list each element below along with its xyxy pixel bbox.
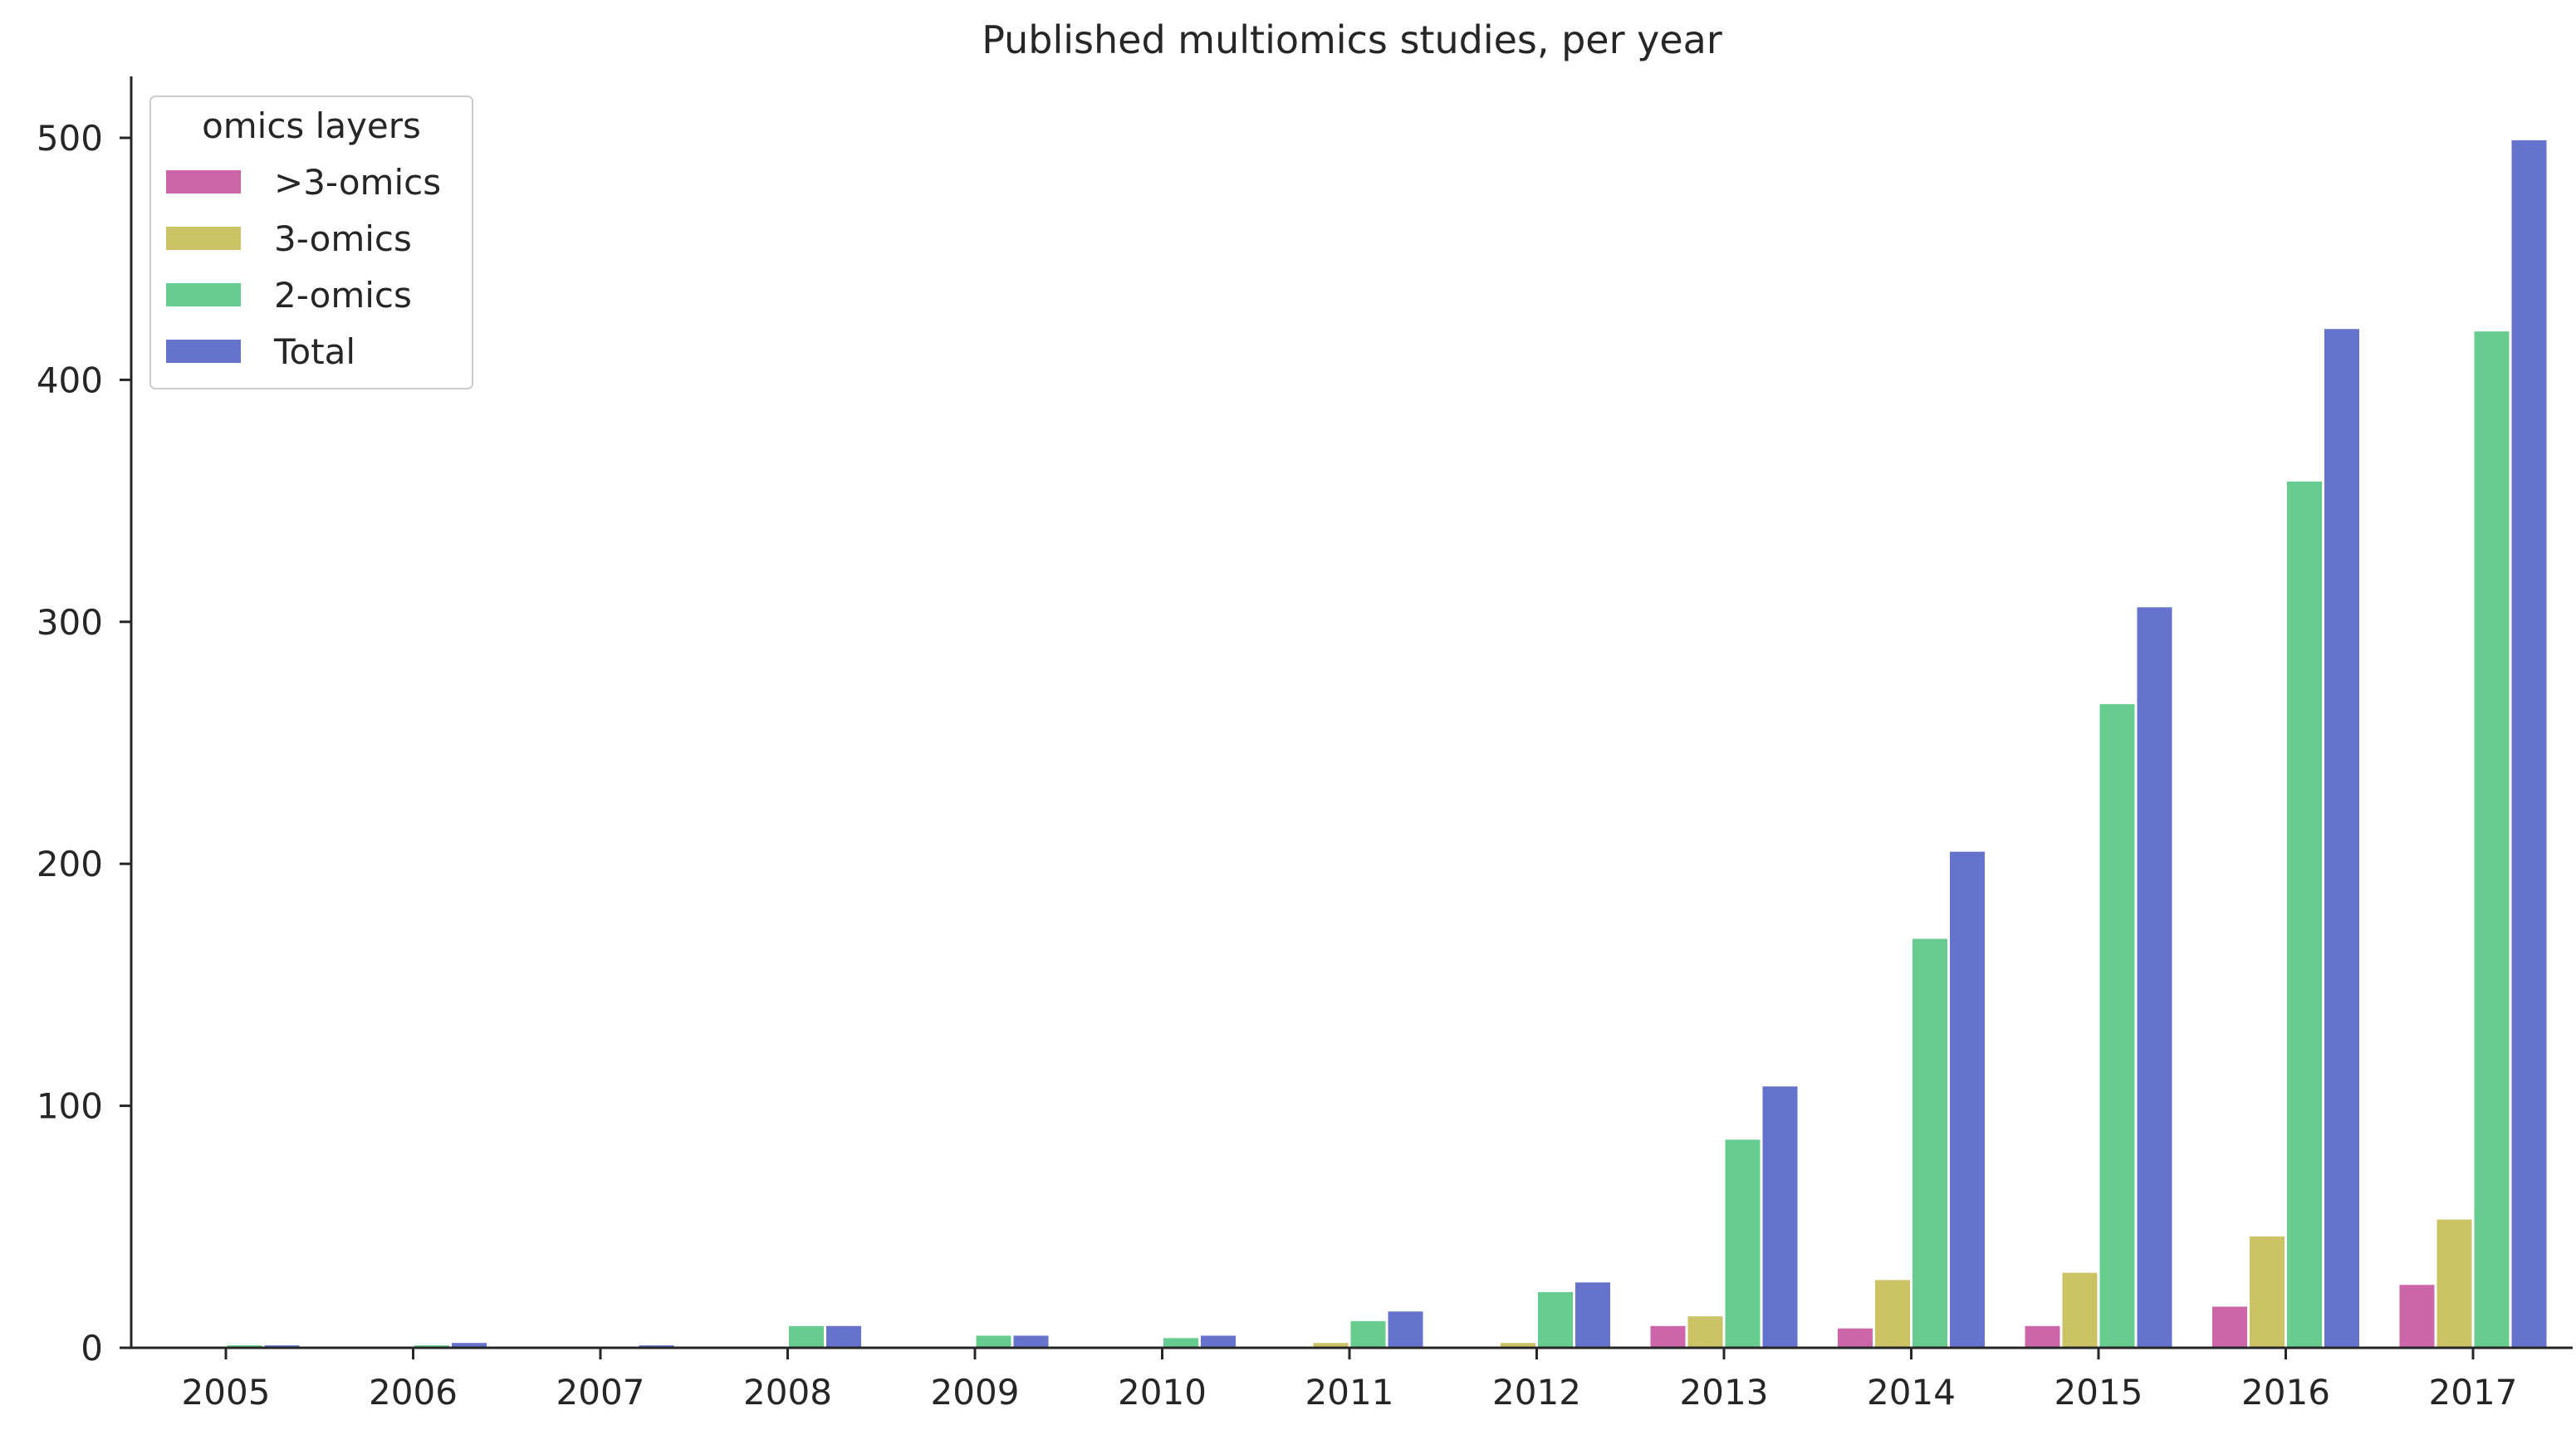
- x-tick-label: 2016: [2241, 1372, 2330, 1413]
- legend: omics layers >3-omics 3-omics 2-omics Total: [149, 95, 473, 389]
- bar-total-2011: [1388, 1311, 1423, 1348]
- legend-label: 3-omics: [274, 218, 412, 259]
- x-tick-label: 2013: [1680, 1372, 1769, 1413]
- bar-3omics-2011: [1313, 1343, 1349, 1348]
- x-tick-label: 2012: [1492, 1372, 1581, 1413]
- bar-total-2013: [1762, 1086, 1798, 1348]
- bar-2omics-2013: [1725, 1139, 1761, 1348]
- bar-total-2008: [826, 1325, 861, 1348]
- bar-total-2010: [1201, 1335, 1236, 1348]
- legend-label: 2-omics: [274, 275, 412, 316]
- y-tick-label: 300: [37, 602, 103, 643]
- legend-title: omics layers: [202, 105, 421, 146]
- y-axis-ticks: 0 100 200 300 400 500: [37, 118, 131, 1369]
- bar-3omics-2013: [1687, 1316, 1723, 1348]
- legend-frame: [149, 95, 473, 389]
- legend-label: Total: [273, 331, 355, 372]
- bar-3omics-2014: [1838, 1328, 1873, 1348]
- x-tick-label: 2009: [931, 1372, 1020, 1413]
- bar-3omics-2015: [2062, 1272, 2098, 1348]
- bar-2omics-2016: [2287, 481, 2322, 1348]
- legend-label: >3-omics: [274, 162, 441, 203]
- legend-swatch: [166, 170, 241, 193]
- bar-2omics-2014: [1912, 938, 1947, 1348]
- bar-total-2017: [2511, 140, 2547, 1348]
- bar-3omics-2015: [2025, 1325, 2060, 1348]
- bar-3omics-2016: [2212, 1306, 2247, 1348]
- bar-2omics-2011: [1350, 1320, 1386, 1348]
- chart-title: Published multiomics studies, per year: [982, 17, 1722, 62]
- x-tick-label: 2017: [2429, 1372, 2518, 1413]
- legend-swatch: [166, 340, 241, 363]
- bars-group: [227, 140, 2547, 1348]
- bar-3omics-2012: [1501, 1343, 1535, 1348]
- x-axis-ticks: 2005 2006 2007 2008 2009 2010 2011 2012 2013 2014…: [182, 1348, 2518, 1413]
- x-tick-label: 2006: [369, 1372, 458, 1413]
- y-tick-label: 200: [37, 844, 103, 884]
- y-tick-label: 0: [81, 1328, 103, 1369]
- bar-2omics-2015: [2099, 703, 2135, 1348]
- bar-total-2006: [452, 1343, 487, 1348]
- x-tick-label: 2010: [1118, 1372, 1207, 1413]
- y-tick-label: 100: [37, 1086, 103, 1127]
- legend-swatch: [166, 227, 241, 250]
- bar-2omics-2012: [1538, 1291, 1573, 1348]
- legend-swatch: [166, 283, 241, 306]
- x-tick-label: 2007: [556, 1372, 645, 1413]
- bar-total-2012: [1575, 1282, 1610, 1348]
- bar-2omics-2010: [1163, 1338, 1198, 1348]
- x-tick-label: 2014: [1867, 1372, 1956, 1413]
- bar-total-2016: [2324, 329, 2359, 1348]
- bar-3omics-2016: [2250, 1236, 2285, 1348]
- bar-3omics-2014: [1875, 1280, 1910, 1348]
- bar-3omics-2017: [2399, 1285, 2435, 1348]
- bar-2omics-2009: [976, 1335, 1011, 1348]
- bar-3omics-2013: [1650, 1325, 1686, 1348]
- bar-2omics-2008: [789, 1325, 824, 1348]
- bar-total-2014: [1950, 851, 1985, 1348]
- x-tick-label: 2011: [1305, 1372, 1394, 1413]
- y-tick-label: 500: [37, 118, 103, 159]
- bar-3omics-2017: [2436, 1219, 2472, 1348]
- bar-total-2009: [1013, 1335, 1049, 1348]
- bar-2omics-2017: [2474, 331, 2510, 1348]
- x-tick-label: 2005: [182, 1372, 271, 1413]
- y-tick-label: 400: [37, 360, 103, 400]
- x-tick-label: 2008: [743, 1372, 832, 1413]
- x-tick-label: 2015: [2054, 1372, 2143, 1413]
- bar-total-2015: [2137, 607, 2172, 1348]
